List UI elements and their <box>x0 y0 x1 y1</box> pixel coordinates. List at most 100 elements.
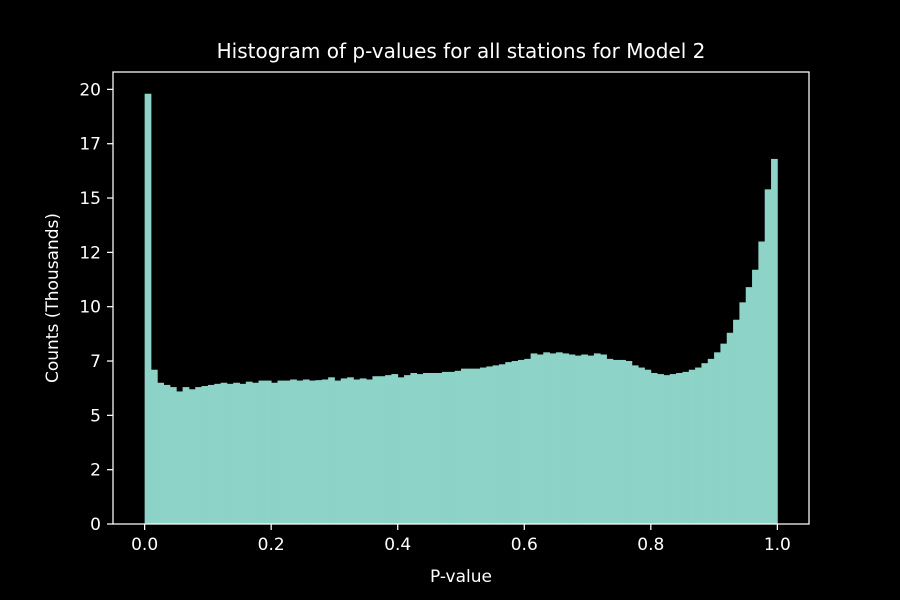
x-tick-label: 0.2 <box>258 535 285 555</box>
y-tick-label: 10 <box>79 298 101 318</box>
x-axis-ticks: 0.0 0.2 0.4 0.6 0.8 1.0 <box>131 524 791 555</box>
histogram-bar <box>157 382 165 524</box>
histogram-bar <box>207 384 215 524</box>
histogram-bar <box>733 319 740 524</box>
histogram-bar <box>657 374 664 524</box>
histogram-bar <box>201 386 209 524</box>
y-tick-label: 15 <box>79 189 101 209</box>
histogram-bar <box>385 375 392 524</box>
y-tick-label: 7 <box>90 352 101 372</box>
histogram-bar <box>669 374 677 524</box>
histogram-bar <box>264 380 272 524</box>
histogram-bar <box>176 391 183 524</box>
x-tick-label: 0.6 <box>511 535 538 555</box>
histogram-bar <box>302 379 310 524</box>
histogram-bar <box>543 352 550 524</box>
y-tick-label: 5 <box>90 406 101 426</box>
histogram-bar <box>530 353 538 524</box>
histogram-bar <box>587 355 595 524</box>
x-tick-label: 1.0 <box>764 535 791 555</box>
y-tick-label: 12 <box>79 243 101 263</box>
histogram-bar <box>195 387 202 524</box>
histogram-bar <box>593 353 601 524</box>
histogram-bar <box>163 384 171 524</box>
histogram-bar <box>429 372 437 524</box>
histogram-bar <box>676 372 683 524</box>
histogram-bar <box>638 367 645 524</box>
histogram-bar <box>321 379 329 524</box>
histogram-bar <box>524 358 531 524</box>
histogram-bar <box>714 352 721 524</box>
histogram-bar <box>435 372 443 524</box>
histogram-bar <box>688 369 696 524</box>
histogram-bar <box>448 371 456 524</box>
histogram-bar <box>220 382 228 524</box>
histogram-bar <box>296 380 304 524</box>
histogram-bar <box>315 380 323 524</box>
x-tick-label: 0.8 <box>637 535 664 555</box>
histogram-bar <box>334 380 342 524</box>
histogram-bar <box>568 354 576 524</box>
histogram-bar <box>498 364 506 524</box>
histogram-bar <box>486 366 494 524</box>
y-axis-ticks: 0 2 5 7 10 12 15 17 20 <box>79 80 113 535</box>
histogram-bars <box>144 93 778 525</box>
histogram-bar <box>397 377 405 524</box>
histogram-bar <box>182 387 190 524</box>
histogram-bar <box>366 379 373 524</box>
histogram-bar <box>492 365 500 524</box>
histogram-bar <box>612 359 620 524</box>
histogram-bar <box>454 370 462 524</box>
histogram-bar <box>752 269 759 524</box>
histogram-bar <box>511 361 519 524</box>
histogram-bar <box>239 383 247 524</box>
histogram-bar <box>701 363 709 524</box>
histogram-bar <box>581 354 588 524</box>
histogram-bar <box>258 380 266 524</box>
histogram-bar <box>682 371 690 524</box>
histogram-bar <box>720 343 728 524</box>
histogram-bar <box>271 382 278 524</box>
histogram-bar <box>771 158 778 525</box>
histogram-bar <box>169 387 177 524</box>
histogram-bar <box>372 376 380 524</box>
y-axis-label: Counts (Thousands) <box>43 213 63 383</box>
histogram-bar <box>340 378 348 524</box>
histogram-bar <box>442 371 449 524</box>
x-axis-label: P-value <box>430 567 492 587</box>
histogram-bar <box>277 380 285 524</box>
histogram-bar <box>517 359 525 524</box>
histogram-bar <box>416 374 424 524</box>
histogram-bar <box>353 379 361 524</box>
histogram-bar <box>631 365 639 524</box>
histogram-bar <box>619 359 626 524</box>
histogram-bar <box>745 287 753 524</box>
histogram-bar <box>644 369 652 524</box>
histogram-bar <box>378 376 386 524</box>
histogram-bar <box>144 93 152 524</box>
y-tick-label: 20 <box>79 80 101 100</box>
histogram-bar <box>214 383 221 524</box>
histogram-bar <box>625 361 633 524</box>
histogram-bar <box>404 375 411 524</box>
axes-frame <box>112 71 810 525</box>
histogram-bar <box>290 379 297 524</box>
y-tick-label: 2 <box>90 461 101 481</box>
histogram-bar <box>479 367 487 524</box>
histogram-bar <box>391 374 399 524</box>
histogram-bar <box>188 389 196 524</box>
histogram-bar <box>726 332 734 524</box>
histogram-bar <box>600 354 607 524</box>
histogram-bar <box>283 380 291 524</box>
histogram-bar <box>505 362 513 524</box>
histogram-bar <box>695 367 702 524</box>
histogram-bar <box>461 368 468 525</box>
histogram-bar <box>347 377 354 524</box>
histogram-bar <box>233 382 240 524</box>
histogram-bar <box>467 368 475 525</box>
histogram-bar <box>536 354 544 524</box>
histogram-bar <box>309 380 316 524</box>
histogram-bar <box>650 372 658 524</box>
histogram-bar <box>252 382 259 524</box>
